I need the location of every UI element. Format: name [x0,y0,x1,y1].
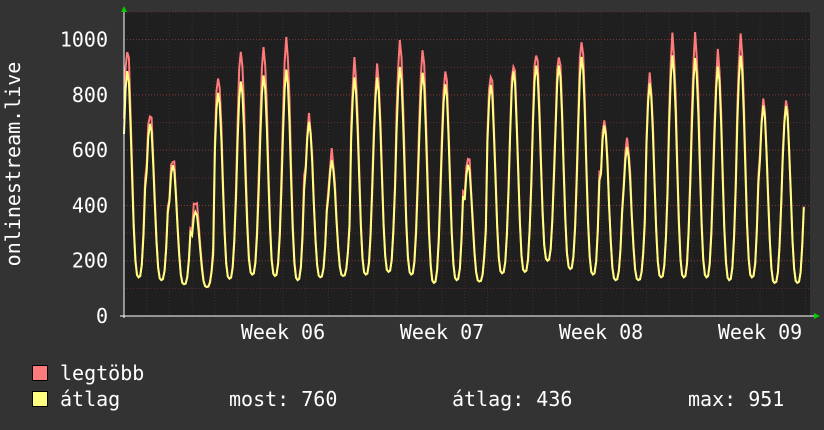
y-tick-label: 200 [72,249,108,273]
x-axis-arrow [814,313,820,319]
y-tick-label: 1000 [60,28,108,52]
x-tick-labels: Week 06 Week 07 Week 08 Week 09 [241,320,802,344]
legend-swatch-max [32,364,48,381]
legend-item-max: legtöbb [32,362,144,384]
stat-average: átlag: 436 [452,387,573,411]
legend-swatch-avg [32,390,48,407]
legend-item-avg: átlag [32,388,120,410]
legend-label-avg: átlag [60,387,121,411]
y-tick-label: 600 [72,138,108,162]
stat-max: max: 951 [688,387,785,411]
stat-now: most: 760 [229,387,338,411]
x-tick-label: Week 08 [559,320,643,344]
series-avg-line [123,55,805,289]
x-tick-label: Week 07 [400,320,484,344]
y-axis-arrow [121,6,127,12]
y-tick-label: 400 [72,193,108,217]
x-tick-label: Week 06 [241,320,325,344]
x-tick-label: Week 09 [718,320,802,344]
y-tick-labels: 0 200 400 600 800 1000 [60,28,108,328]
y-tick-label: 800 [72,83,108,107]
legend-label-max: legtöbb [60,361,145,385]
y-axis-label: onlinestream.live [1,62,25,267]
y-tick-label: 0 [96,304,108,328]
